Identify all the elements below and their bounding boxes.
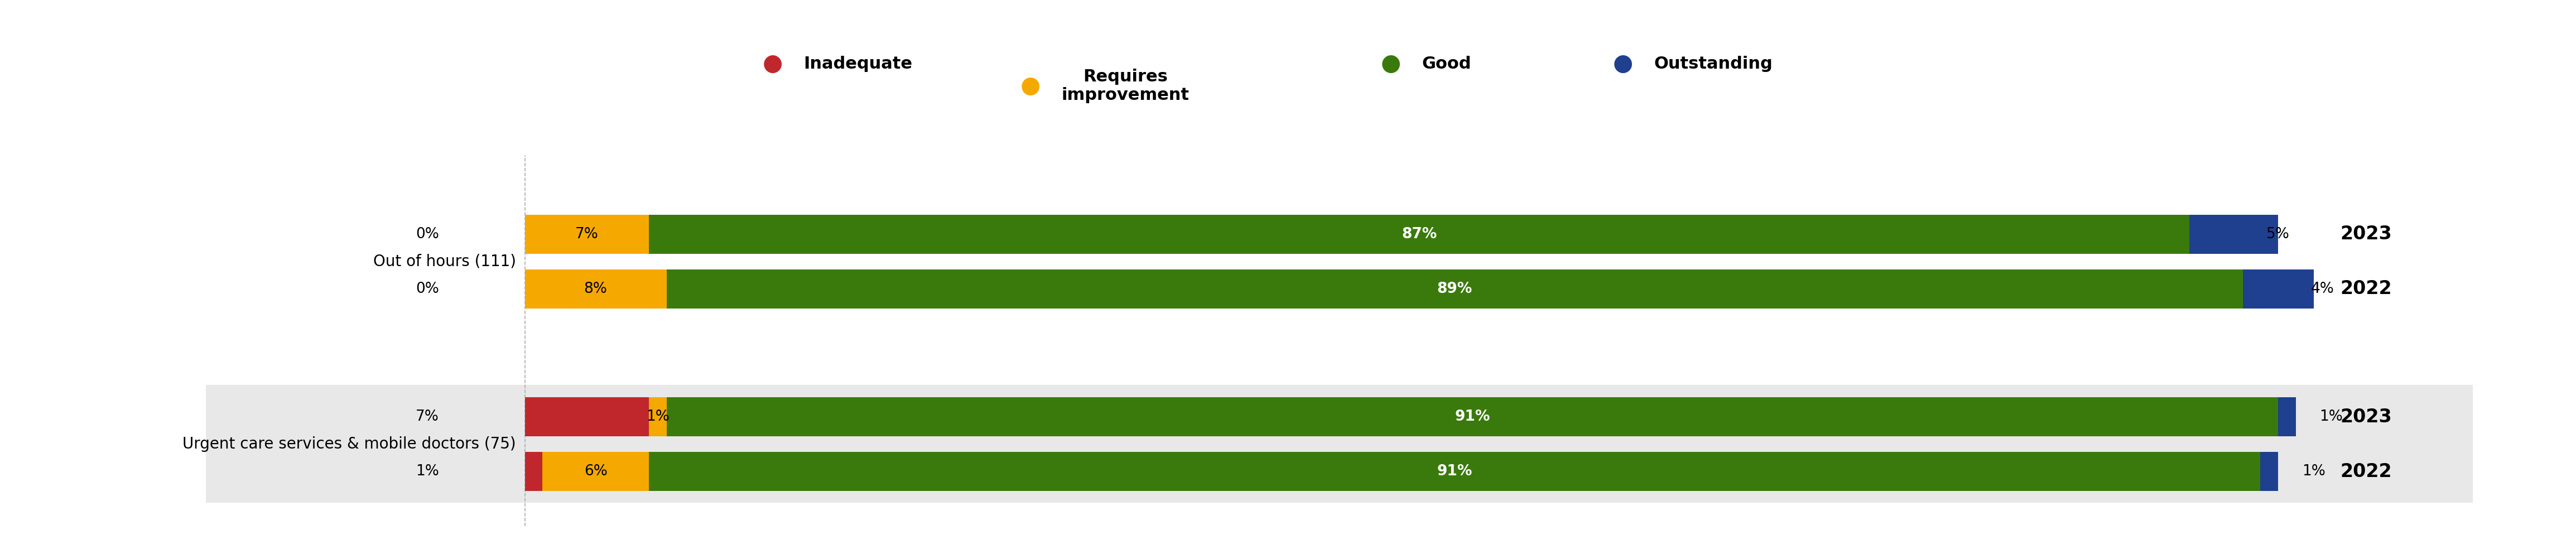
Text: ●: ● (762, 52, 783, 75)
Text: 91%: 91% (1437, 464, 1473, 479)
Text: 1%: 1% (2303, 464, 2326, 479)
Bar (649, 215, 2190, 254)
Text: 91%: 91% (1455, 409, 1489, 424)
Text: 6%: 6% (585, 464, 608, 479)
Text: 1%: 1% (2318, 409, 2344, 424)
Bar (2190, 215, 2277, 254)
Text: ●: ● (1613, 52, 1633, 75)
Text: 2023: 2023 (2339, 408, 2393, 426)
Text: ●: ● (1381, 52, 1401, 75)
Text: 5%: 5% (2267, 227, 2290, 242)
Bar (526, 269, 667, 309)
Text: 1%: 1% (415, 464, 438, 479)
Text: 0%: 0% (415, 227, 438, 242)
Text: 1%: 1% (647, 409, 670, 424)
Bar (649, 397, 667, 436)
Bar (667, 397, 2277, 436)
Bar (526, 215, 649, 254)
Text: 7%: 7% (415, 409, 438, 424)
Bar (667, 269, 2244, 309)
Bar (2277, 397, 2295, 436)
Bar (206, 385, 2473, 502)
Bar (2262, 452, 2277, 491)
Text: Urgent care services & mobile doctors (75): Urgent care services & mobile doctors (7… (183, 437, 515, 452)
Text: 4%: 4% (2311, 282, 2334, 296)
Text: Inadequate: Inadequate (804, 55, 912, 72)
Text: 87%: 87% (1401, 227, 1437, 242)
Text: 2022: 2022 (2339, 463, 2391, 481)
Text: 0%: 0% (415, 282, 438, 296)
Bar (206, 200, 2473, 316)
Bar (526, 397, 649, 436)
Text: 89%: 89% (1437, 282, 1473, 296)
Bar (2244, 269, 2313, 309)
Text: ●: ● (1020, 74, 1041, 98)
Text: Good: Good (1422, 55, 1471, 72)
Bar (649, 452, 2262, 491)
Text: Out of hours (111): Out of hours (111) (374, 254, 515, 269)
Text: Outstanding: Outstanding (1654, 55, 1772, 72)
Text: 2022: 2022 (2339, 280, 2391, 298)
Text: Requires
improvement: Requires improvement (1061, 68, 1190, 104)
Text: 2023: 2023 (2339, 225, 2393, 243)
Bar (526, 452, 544, 491)
Bar (544, 452, 649, 491)
Text: 8%: 8% (585, 282, 608, 296)
Text: 7%: 7% (574, 227, 598, 242)
